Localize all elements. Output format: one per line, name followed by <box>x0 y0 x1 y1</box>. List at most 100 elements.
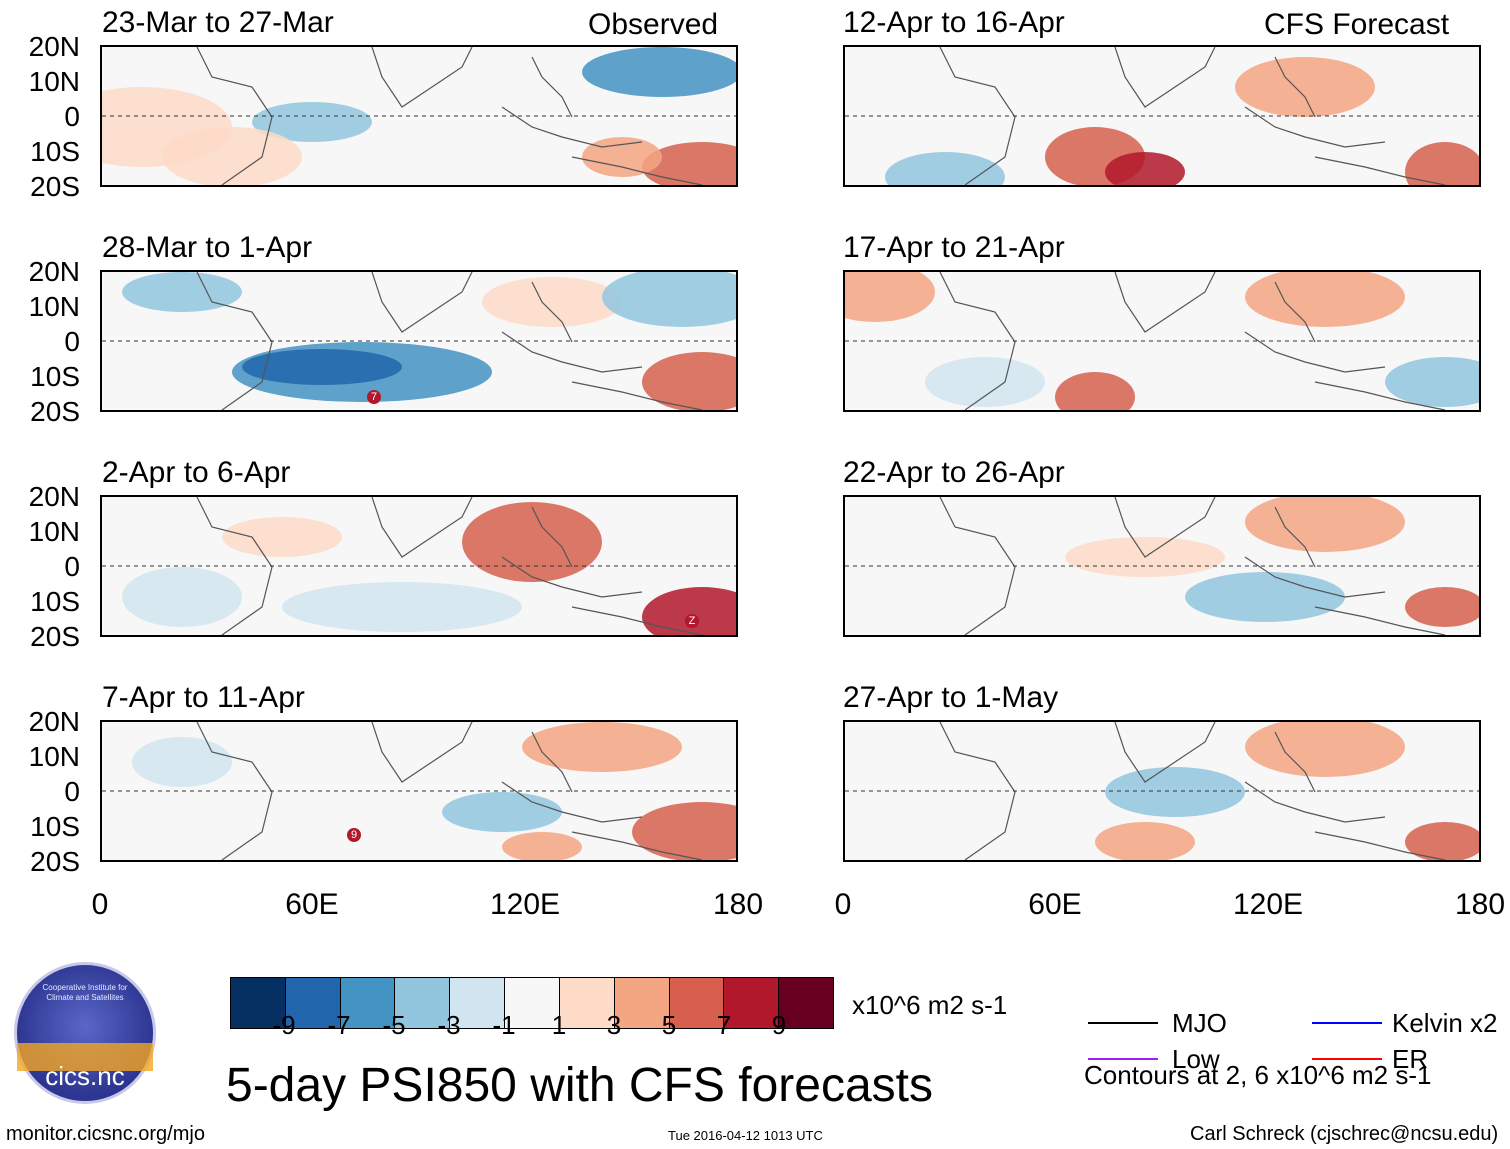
coastline <box>1314 831 1446 860</box>
anomaly-region <box>282 582 522 632</box>
coastline <box>1274 281 1316 343</box>
coastline <box>531 731 573 793</box>
y-tick: 20N <box>28 481 80 512</box>
colorbar-units: x10^6 m2 s-1 <box>852 990 1008 1020</box>
footer-author: Carl Schreck (cjschrec@ncsu.edu) <box>1190 1123 1499 1145</box>
colorbar-tick: 5 <box>661 1010 677 1040</box>
legend-line-mjo <box>1088 1022 1158 1024</box>
map-panel-left-3 <box>100 495 738 637</box>
x-tick-right: 0 <box>834 888 852 921</box>
y-tick: 20S <box>30 171 80 202</box>
anomaly-region <box>122 272 242 312</box>
x-tick-right: 60E <box>1028 888 1082 921</box>
colorbar-tick: -3 <box>437 1010 461 1040</box>
colorbar-cell <box>779 978 833 1028</box>
anomaly-region <box>1405 587 1479 627</box>
colorbar-cell <box>724 978 780 1028</box>
map-panel-right-3 <box>843 495 1481 637</box>
anomaly-region <box>242 349 402 385</box>
coastline <box>501 106 643 148</box>
y-tick: 20S <box>30 621 80 652</box>
x-tick-right: 180 <box>1454 888 1506 921</box>
y-tick: 20N <box>28 256 80 287</box>
coastline <box>196 722 273 860</box>
colorbar-tick: 1 <box>551 1010 567 1040</box>
map-panel-right-2 <box>843 270 1481 412</box>
coastline <box>1314 606 1446 635</box>
y-tick: 10S <box>30 361 80 392</box>
y-tick: 10N <box>28 66 80 97</box>
anomaly-region <box>442 792 562 832</box>
anomaly-region <box>522 722 682 772</box>
panel-title-left-3: 2-Apr to 6-Apr <box>102 456 291 489</box>
anomaly-region <box>885 152 1005 185</box>
anomaly-region <box>1245 722 1405 777</box>
colorbar-tick: -1 <box>492 1010 516 1040</box>
coastline <box>371 722 473 783</box>
y-tick: 10N <box>28 516 80 547</box>
map-panel-left-2 <box>100 270 738 412</box>
storm-marker: 9 <box>347 828 361 842</box>
colorbar-tick: -7 <box>327 1010 351 1040</box>
anomaly-region <box>482 277 622 327</box>
coastline <box>939 47 1016 185</box>
coastline <box>1114 722 1216 783</box>
coastline <box>1244 556 1386 598</box>
panel-title-right-1: 12-Apr to 16-Apr <box>843 6 1065 39</box>
y-tick: 20S <box>30 846 80 877</box>
anomaly-region <box>132 737 232 787</box>
colorbar-cell <box>669 978 725 1028</box>
anomaly-region <box>502 832 582 860</box>
anomaly-region <box>1385 357 1479 407</box>
x-tick-left: 180 <box>712 888 764 921</box>
coastline <box>531 56 573 118</box>
coastline <box>1274 731 1316 793</box>
map-canvas <box>845 47 1479 185</box>
logo-ring-text: Cooperative Institute for Climate and Sa… <box>42 983 128 1002</box>
coastline <box>571 156 703 185</box>
coastline <box>939 497 1016 635</box>
y-tick: 0 <box>64 101 80 132</box>
map-canvas <box>845 722 1479 860</box>
coastline <box>1314 381 1446 410</box>
colorbar-tick: 3 <box>606 1010 622 1040</box>
panel-title-right-2: 17-Apr to 21-Apr <box>843 231 1065 264</box>
legend-label-kelvin: Kelvin x2 <box>1392 1008 1498 1038</box>
coastline <box>196 497 273 635</box>
anomaly-region <box>222 517 342 557</box>
coastline <box>939 272 1016 410</box>
map-canvas <box>102 272 736 410</box>
coastline <box>1244 331 1386 373</box>
map-panel-right-4 <box>843 720 1481 862</box>
colorbar-tick: 7 <box>716 1010 732 1040</box>
colorbar-tick: 9 <box>771 1010 787 1040</box>
coastline <box>1114 272 1216 333</box>
coastline <box>501 331 643 373</box>
anomaly-region <box>1245 272 1405 327</box>
anomaly-region <box>1405 142 1479 185</box>
y-tick: 0 <box>64 326 80 357</box>
y-tick: 0 <box>64 776 80 807</box>
anomaly-region <box>582 137 662 177</box>
y-tick: 10S <box>30 586 80 617</box>
map-canvas <box>845 272 1479 410</box>
anomaly-region <box>845 272 935 322</box>
anomaly-region <box>1095 822 1195 860</box>
anomaly-region <box>1105 767 1245 817</box>
colorbar <box>230 977 834 1029</box>
coastline <box>1244 781 1386 823</box>
anomaly-region <box>1405 822 1479 860</box>
colorbar-cell <box>559 978 615 1028</box>
panel-title-left-4: 7-Apr to 11-Apr <box>102 681 305 714</box>
coastline <box>571 381 703 410</box>
anomaly-region <box>925 357 1045 407</box>
coastline <box>1274 56 1316 118</box>
y-tick: 20N <box>28 706 80 737</box>
footer-url[interactable]: monitor.cicsnc.org/mjo <box>6 1123 205 1145</box>
anomaly-region <box>632 802 736 860</box>
coastline <box>531 281 573 343</box>
coastline <box>1244 106 1386 148</box>
coastline <box>1114 497 1216 558</box>
colorbar-cell <box>395 978 451 1028</box>
logo-text: cics.nc <box>45 1061 125 1091</box>
